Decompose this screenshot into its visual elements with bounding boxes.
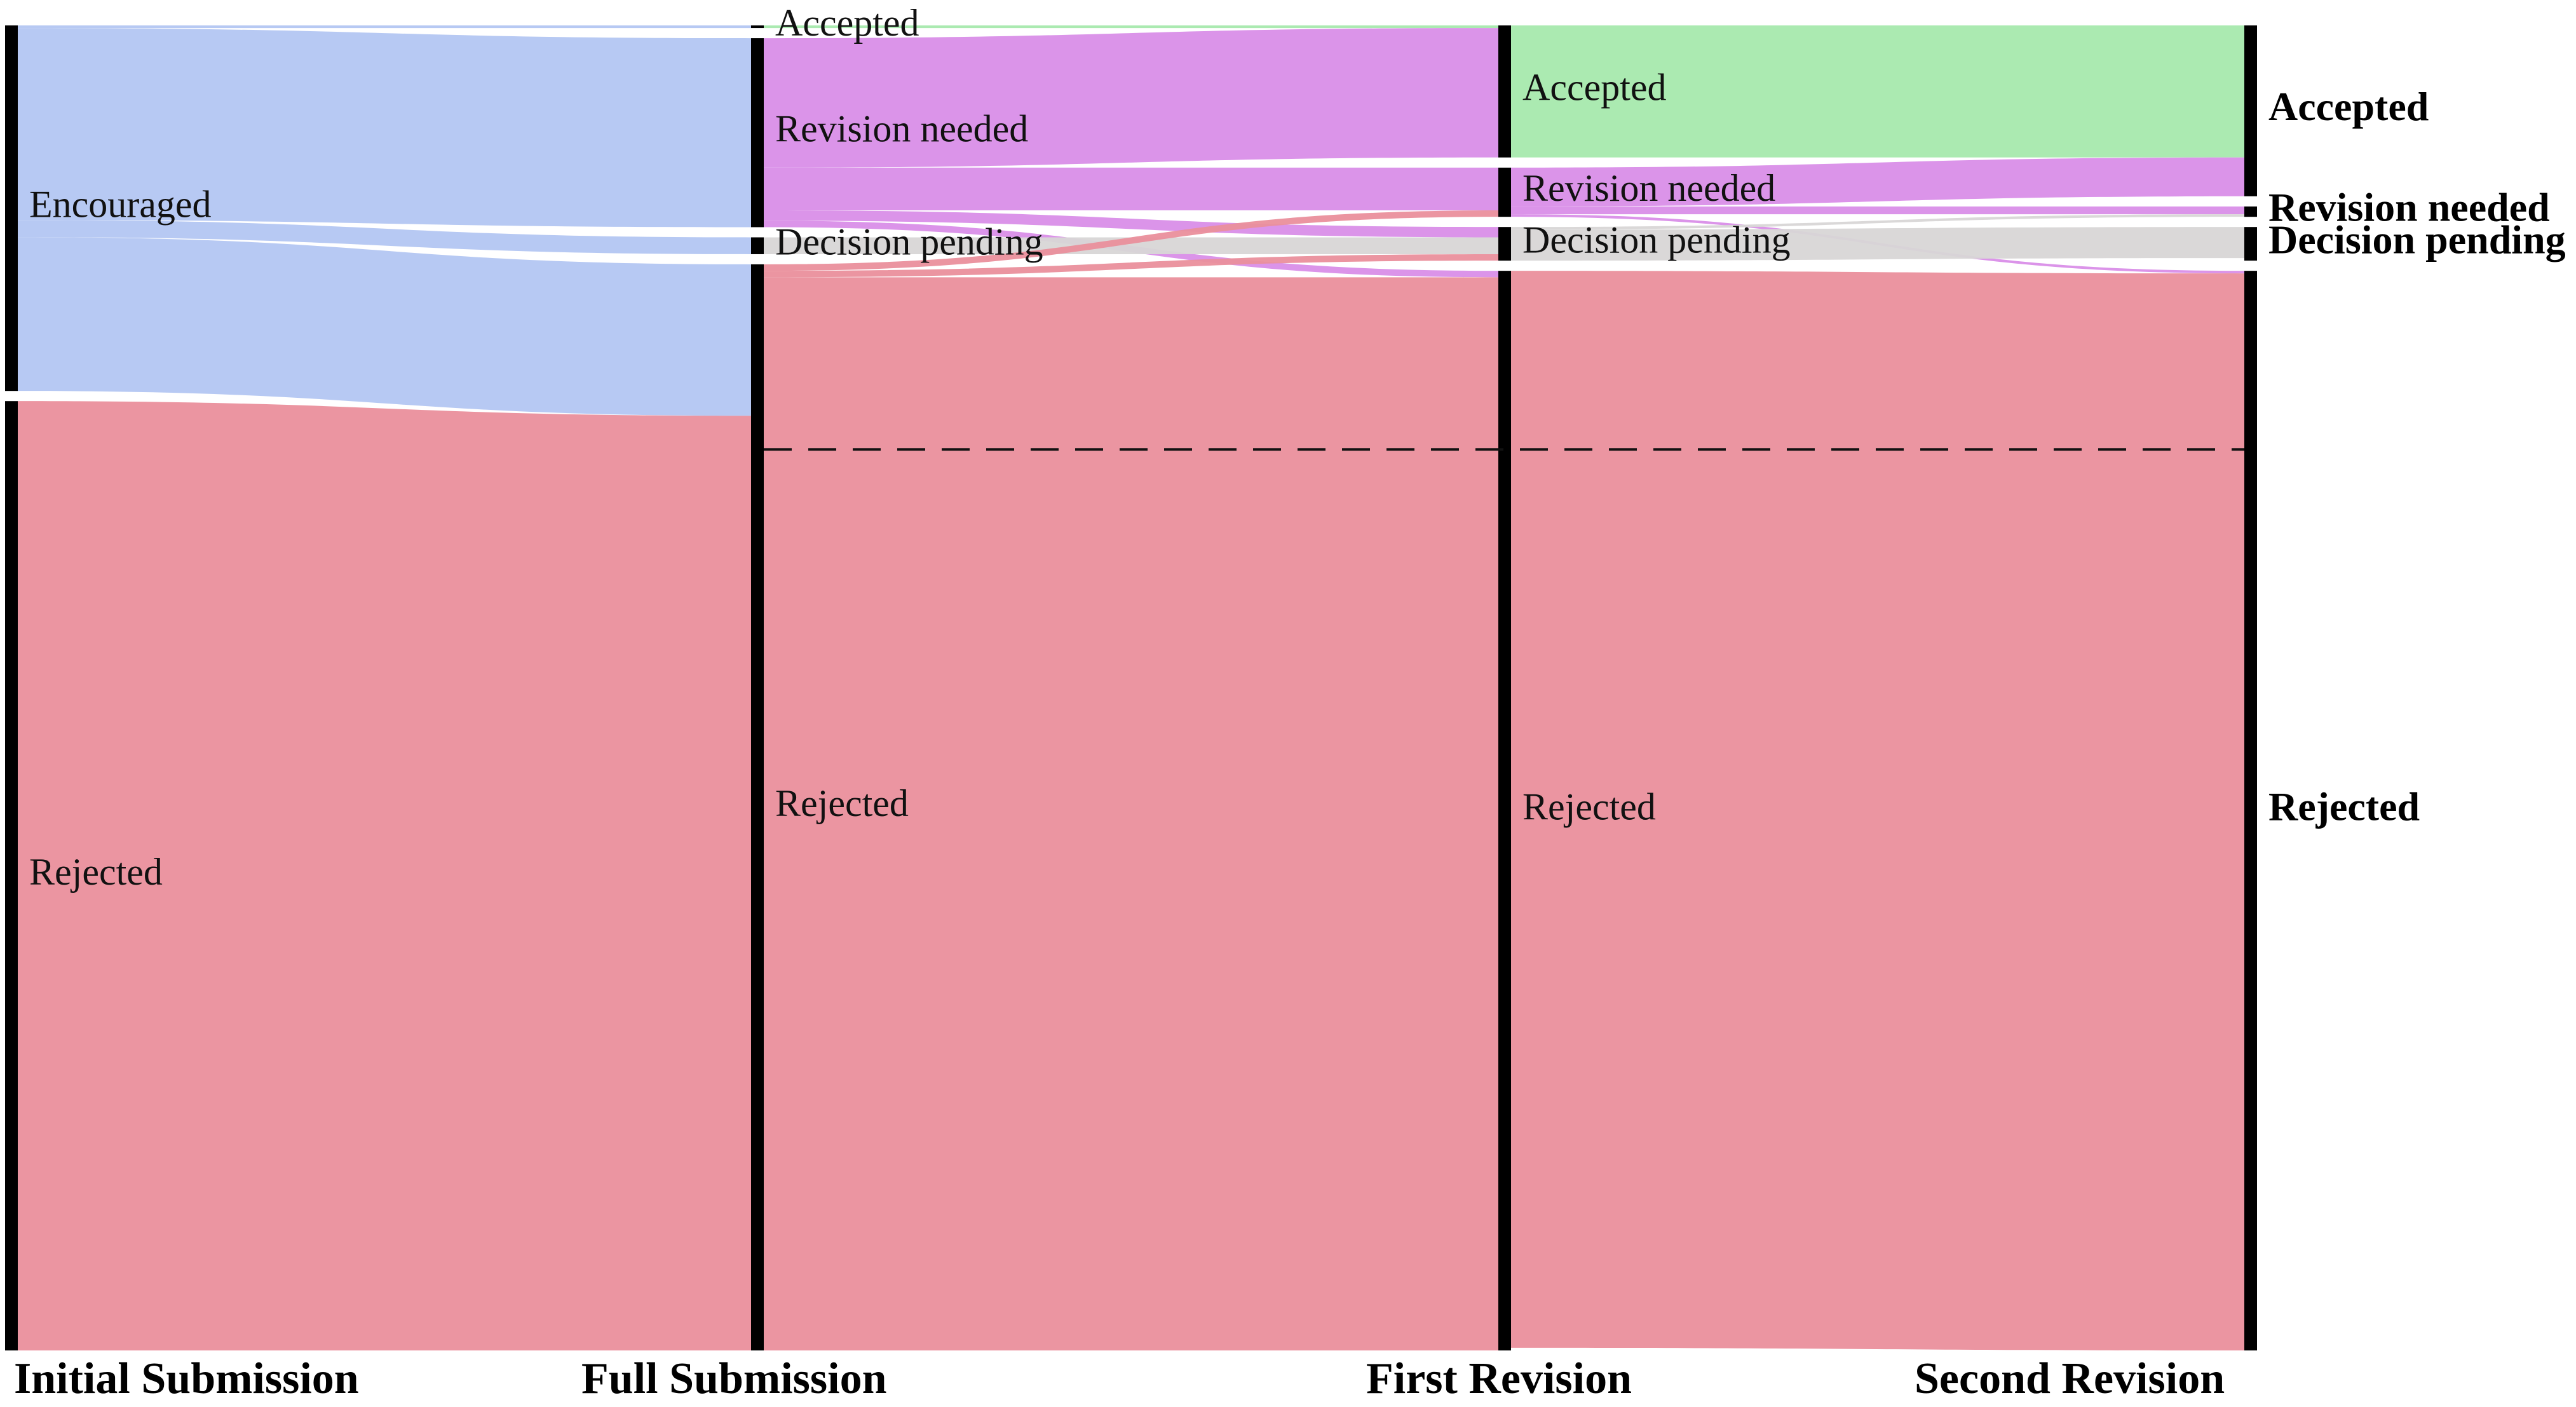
node-label-fs_rej: Rejected [775,782,909,824]
flow-link-r1_pen-to-r2_pen [1511,227,2244,261]
stage-node-bars [5,25,2257,1351]
node-bar-r2_rej [2244,271,2257,1351]
node-label-is_enc: Encouraged [29,183,212,225]
node-bar-fs_acc [751,25,764,29]
node-bar-r2_pen [2244,227,2257,261]
stage-axis-labels: Initial Submission Full Submission First… [14,1354,2225,1403]
node-label-is_rej: Rejected [29,851,163,893]
flow-link-fs_rev-to-r1_pen [764,210,1498,238]
flow-link-fs_rev-to-r1_acc [764,28,1498,168]
flow-link-fs_rej-to-r1_rej [764,277,1498,1350]
flow-link-r1_acc-to-r2_acc [1511,25,2244,158]
node-label-fs_acc: Accepted [775,2,919,44]
node-label-r1_acc: Accepted [1522,67,1667,109]
node-bar-r1_pen [1498,227,1511,261]
stage-label-full-submission: Full Submission [581,1354,887,1403]
node-bar-is_enc [5,25,18,391]
flow-link-is_rej-to-fs_rej [18,401,751,1350]
node-bar-r1_acc [1498,25,1511,158]
node-bar-r1_rev [1498,167,1511,217]
node-labels: Encouraged Rejected Accepted Revision neede… [29,2,2566,893]
flow-link-r1_rev-to-r2_acc [1511,157,2244,207]
node-bar-r2_acc [2244,25,2257,196]
node-label-r1_rej: Rejected [1522,785,1656,827]
stage-label-initial-submission: Initial Submission [14,1354,359,1403]
node-label-r2_rej: Rejected [2268,784,2420,829]
flow-link-fs_rej-to-r1_pen [764,254,1498,278]
flow-link-is_enc-to-fs_acc [18,25,751,29]
node-label-fs_rev: Revision needed [775,108,1028,150]
flow-link-fs_acc-to-r1_acc [764,25,1498,29]
node-bar-fs_pen [751,237,764,254]
stage-label-second-revision: Second Revision [1915,1354,2225,1403]
node-bar-fs_rej [751,264,764,1350]
node-bar-fs_rev [751,38,764,228]
node-label-r2_rev: Revision needed [2268,185,2550,230]
node-label-r2_pen: Decision pending [2268,217,2566,262]
node-label-fs_pen: Decision pending [775,221,1043,262]
node-bar-r1_rej [1498,271,1511,1351]
flow-link-r1_pen-to-r2_rev [1511,214,2244,230]
flow-link-fs_rev-to-r1_rev [764,167,1498,210]
stage-label-first-revision: First Revision [1366,1354,1632,1403]
node-bar-is_rej [5,401,18,1350]
flow-link-r1_rej-to-r2_rej [1511,271,2244,1351]
flow-link-fs_pen-to-r1_pen [764,237,1498,254]
flow-link-r1_rev-to-r2_rev [1511,206,2244,215]
node-bar-r2_rev [2244,206,2257,217]
node-label-r2_acc: Accepted [2268,84,2429,129]
flow-link-is_enc-to-fs_pen [18,220,751,254]
node-label-r1_pen: Decision pending [1522,219,1791,261]
flow-links [18,25,2244,1351]
flow-link-is_enc-to-fs_rej [18,237,751,416]
node-label-r1_rev: Revision needed [1522,167,1775,209]
flow-link-is_enc-to-fs_rev [18,28,751,228]
flow-link-fs_rej-to-r1_rev [764,210,1498,271]
